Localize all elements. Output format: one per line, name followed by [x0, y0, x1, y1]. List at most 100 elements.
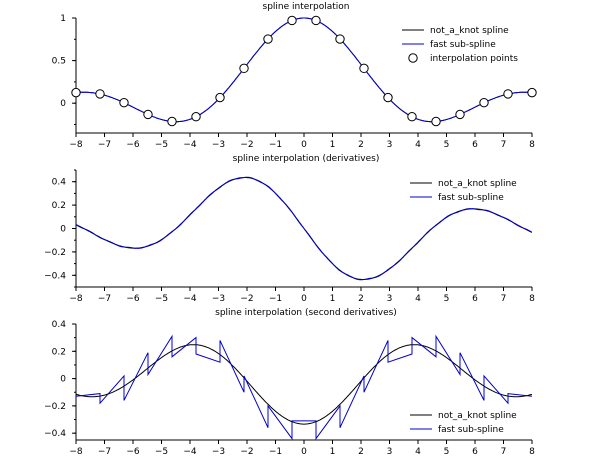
y-tick-label: 0.5 — [52, 57, 66, 67]
interpolation-point — [215, 92, 225, 103]
chart-panel-interpolation: spline interpolation −8 −7 −6 −5 −4 −3 −2 −1 0 1 2 3… — [52, 2, 537, 150]
y-tick-label: −0.2 — [44, 402, 66, 412]
chart-title: spline interpolation (second derivatives… — [215, 308, 397, 318]
interpolation-point — [119, 97, 129, 108]
x-tick-label: 7 — [501, 294, 507, 304]
x-tick-label: 5 — [444, 140, 450, 150]
x-tick-label: 5 — [444, 294, 450, 304]
x-tick-label: 6 — [472, 447, 478, 457]
x-tick-label: −5 — [155, 447, 168, 457]
x-tick-label: 4 — [415, 140, 421, 150]
x-tick-label: −3 — [212, 140, 225, 150]
x-tick-label: −5 — [155, 294, 168, 304]
x-tick-label: −8 — [69, 447, 83, 457]
x-tick-label: −2 — [240, 140, 253, 150]
interpolation-point — [167, 116, 177, 127]
chart-title: spline interpolation (derivatives) — [233, 154, 380, 164]
legend-label: fast sub-spline — [430, 40, 496, 50]
x-tick-label: −4 — [183, 447, 197, 457]
legend-label: not_a_knot spline — [438, 179, 517, 189]
interpolation-point — [383, 92, 393, 103]
x-tick-label: −1 — [269, 140, 282, 150]
x-tick-label: 1 — [330, 140, 336, 150]
interpolation-point — [191, 112, 201, 122]
x-tick-label: −3 — [212, 447, 225, 457]
series-line-1 — [76, 176, 532, 281]
y-tick-label: 0 — [60, 375, 66, 385]
interpolation-point — [479, 97, 489, 108]
x-tick-label: 3 — [387, 140, 393, 150]
legend-label: not_a_knot spline — [438, 411, 517, 421]
y-tick-label: 0.2 — [52, 347, 66, 357]
x-tick-label: −4 — [183, 294, 197, 304]
interpolation-point — [431, 116, 441, 127]
interpolation-point — [335, 34, 345, 44]
y-tick-label: 0.4 — [52, 320, 67, 330]
x-tick-label: 7 — [501, 140, 507, 150]
interpolation-point — [527, 87, 537, 98]
y-tick-label: 1 — [60, 14, 66, 24]
legend-label: interpolation points — [430, 54, 518, 64]
x-tick-label: 8 — [529, 447, 535, 457]
x-tick-label: 1 — [330, 294, 336, 304]
interpolation-point — [455, 109, 465, 120]
x-tick-label: −4 — [183, 140, 197, 150]
x-tick-label: −8 — [69, 140, 83, 150]
y-tick-label: 0.2 — [52, 201, 66, 211]
interpolation-point — [287, 15, 297, 26]
y-tick-label: −0.2 — [44, 248, 66, 258]
x-tick-label: 6 — [472, 294, 478, 304]
y-tick-label: 0 — [60, 225, 66, 235]
series-line-1 — [76, 334, 532, 441]
x-tick-label: 5 — [444, 447, 450, 457]
interpolation-point — [311, 15, 321, 26]
x-tick-label: 4 — [415, 447, 421, 457]
x-tick-label: 7 — [501, 447, 507, 457]
x-tick-label: −6 — [126, 447, 140, 457]
x-tick-label: 0 — [301, 447, 307, 457]
y-tick-label: −0.4 — [44, 271, 66, 281]
legend-marker-points — [408, 53, 418, 63]
x-tick-label: 2 — [358, 294, 364, 304]
x-tick-label: 3 — [387, 294, 393, 304]
x-tick-label: 2 — [358, 447, 364, 457]
series-line-0 — [76, 344, 532, 425]
x-tick-label: −1 — [269, 447, 282, 457]
x-tick-label: −8 — [69, 294, 83, 304]
legend-label: fast sub-spline — [438, 425, 504, 435]
x-tick-label: 4 — [415, 294, 421, 304]
x-tick-label: −7 — [98, 140, 111, 150]
x-tick-label: 3 — [387, 447, 393, 457]
chart-title: spline interpolation — [263, 2, 350, 12]
interpolation-point — [263, 34, 273, 44]
x-tick-label: −7 — [98, 294, 111, 304]
x-tick-label: −1 — [269, 294, 282, 304]
x-tick-label: −2 — [240, 447, 253, 457]
x-tick-label: 6 — [472, 140, 478, 150]
x-tick-label: −3 — [212, 294, 225, 304]
chart-panel-derivatives: spline interpolation (derivatives) −8 −7 −6… — [44, 154, 535, 304]
interpolation-point — [95, 89, 105, 99]
x-tick-label: 0 — [301, 140, 307, 150]
x-tick-label: 1 — [330, 447, 336, 457]
x-tick-label: −2 — [240, 294, 253, 304]
x-tick-label: 8 — [529, 294, 535, 304]
x-tick-label: 8 — [529, 140, 535, 150]
interpolation-point — [503, 89, 513, 99]
x-tick-label: 2 — [358, 140, 364, 150]
interpolation-point — [407, 112, 417, 122]
x-tick-label: −5 — [155, 140, 168, 150]
y-tick-label: −0.4 — [44, 429, 66, 439]
y-tick-label: 0.4 — [52, 178, 67, 188]
chart-panel-second-derivatives: spline interpolation (second derivatives… — [44, 308, 535, 457]
x-tick-label: −7 — [98, 447, 111, 457]
legend-label: not_a_knot spline — [430, 26, 509, 36]
x-tick-label: 0 — [301, 294, 307, 304]
interpolation-point — [71, 87, 81, 98]
x-tick-label: −6 — [126, 294, 140, 304]
y-tick-label: 0 — [60, 99, 66, 109]
interpolation-point — [359, 63, 369, 74]
x-tick-label: −6 — [126, 140, 140, 150]
legend-label: fast sub-spline — [438, 193, 504, 203]
